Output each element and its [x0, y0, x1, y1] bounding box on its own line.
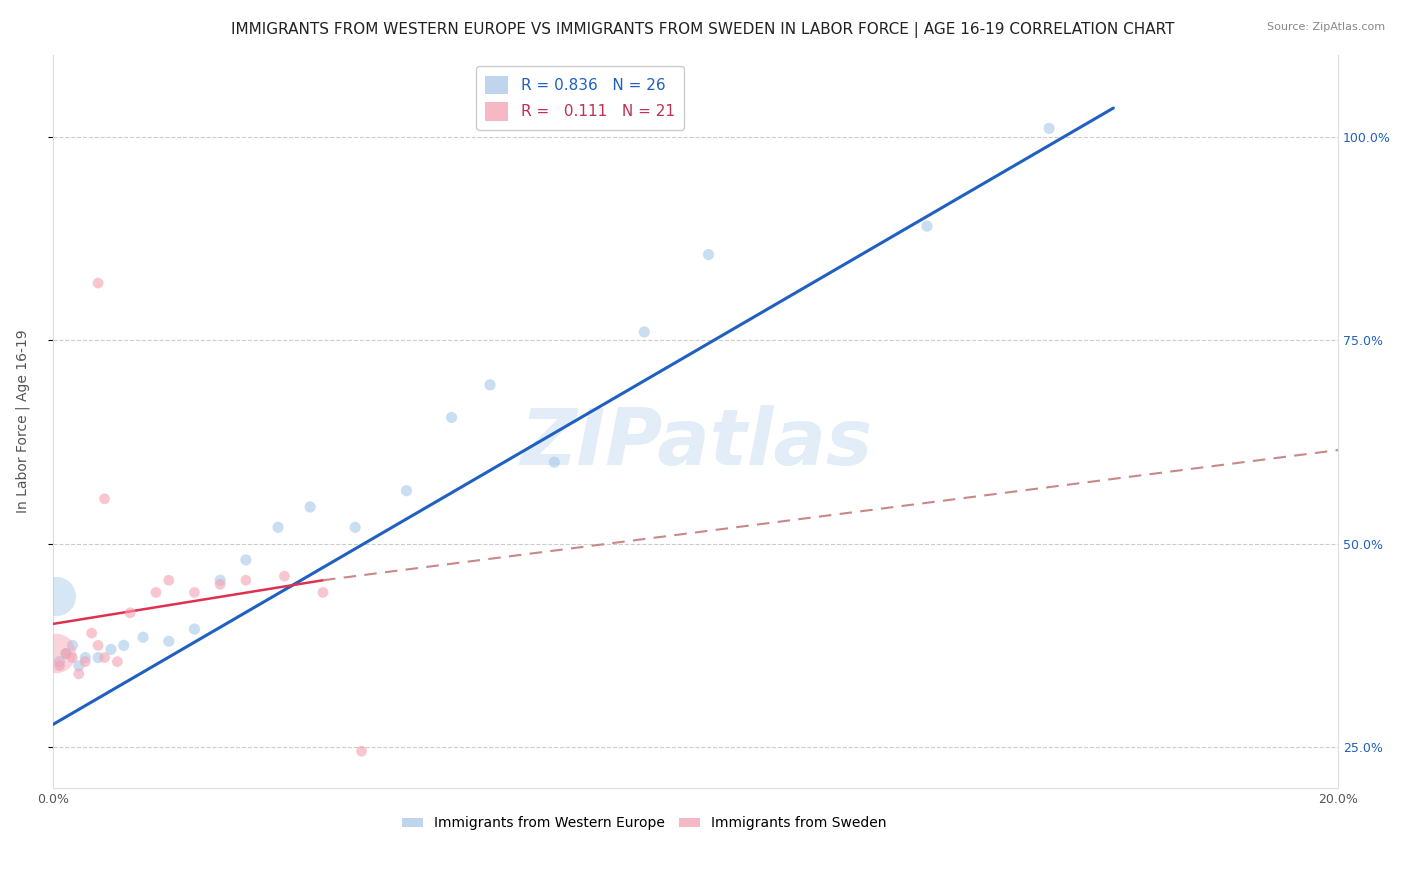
Point — [48, 658, 70, 673]
Point — [543, 455, 565, 469]
Legend: Immigrants from Western Europe, Immigrants from Sweden: Immigrants from Western Europe, Immigran… — [396, 811, 891, 836]
Point — [145, 585, 167, 599]
Point — [235, 553, 257, 567]
Point — [915, 219, 938, 233]
Point — [273, 569, 295, 583]
Point — [1038, 121, 1060, 136]
Point — [67, 658, 90, 673]
Point — [60, 650, 83, 665]
Point — [209, 577, 232, 591]
Point — [183, 585, 205, 599]
Point — [105, 655, 128, 669]
Y-axis label: In Labor Force | Age 16-19: In Labor Force | Age 16-19 — [15, 330, 30, 513]
Point — [67, 666, 90, 681]
Point — [299, 500, 322, 514]
Point — [267, 520, 290, 534]
Point — [87, 639, 110, 653]
Point — [312, 585, 335, 599]
Point — [60, 639, 83, 653]
Point — [45, 647, 67, 661]
Point — [93, 650, 115, 665]
Point — [55, 647, 77, 661]
Point — [87, 650, 110, 665]
Text: IMMIGRANTS FROM WESTERN EUROPE VS IMMIGRANTS FROM SWEDEN IN LABOR FORCE | AGE 16: IMMIGRANTS FROM WESTERN EUROPE VS IMMIGR… — [231, 22, 1175, 38]
Point — [55, 647, 77, 661]
Point — [235, 573, 257, 587]
Point — [395, 483, 418, 498]
Point — [479, 377, 502, 392]
Point — [209, 573, 232, 587]
Point — [157, 634, 180, 648]
Point — [93, 491, 115, 506]
Point — [112, 639, 135, 653]
Point — [80, 626, 103, 640]
Point — [45, 590, 67, 604]
Point — [440, 410, 463, 425]
Point — [697, 247, 720, 261]
Point — [87, 276, 110, 290]
Point — [132, 630, 155, 644]
Point — [75, 650, 97, 665]
Text: Source: ZipAtlas.com: Source: ZipAtlas.com — [1267, 22, 1385, 32]
Point — [183, 622, 205, 636]
Point — [344, 520, 367, 534]
Point — [75, 655, 97, 669]
Point — [350, 744, 373, 758]
Point — [48, 655, 70, 669]
Point — [100, 642, 122, 657]
Point — [633, 325, 655, 339]
Point — [157, 573, 180, 587]
Text: ZIPatlas: ZIPatlas — [520, 406, 872, 482]
Point — [120, 606, 142, 620]
